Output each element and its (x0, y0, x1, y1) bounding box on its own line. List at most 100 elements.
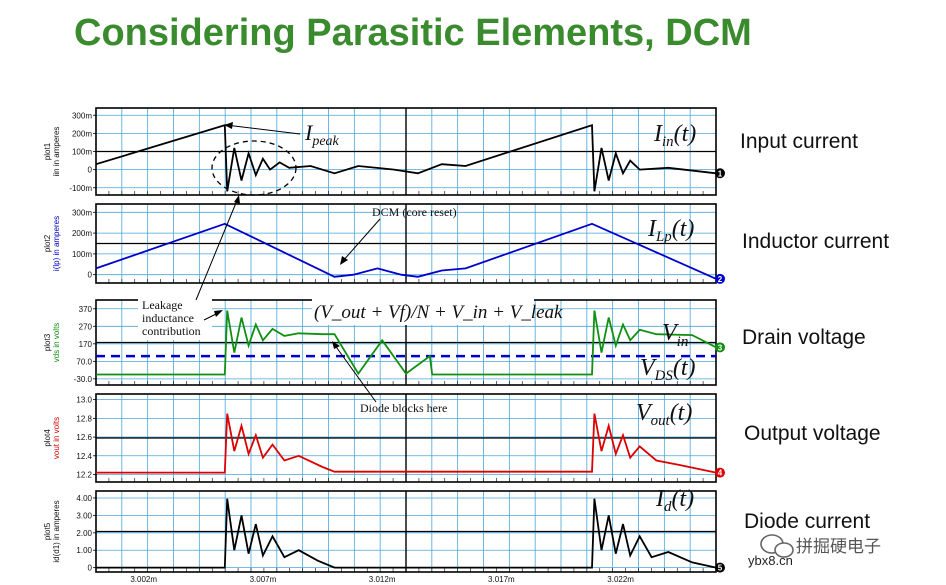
y-axis-label-line2: id(d1) in amperes (52, 500, 61, 562)
y-tick-label: 300m (72, 208, 92, 217)
y-tick-label: 2.00 (76, 529, 92, 538)
series-end-marker (715, 562, 725, 573)
y-tick-label: 370 (79, 305, 93, 314)
y-tick-label: 1.00 (76, 546, 92, 555)
diode-blocks-label: Diode blocks here (360, 401, 447, 415)
leakage-arrowhead-1 (234, 195, 240, 204)
y-axis-label-line1: plot1 (43, 142, 52, 160)
y-tick-label: 3.00 (76, 511, 92, 520)
plot-frame (95, 203, 717, 284)
leakage-label-line2: inductance (142, 311, 194, 325)
ipeak-arrowhead (224, 122, 233, 129)
y-tick-label: 0 (88, 166, 93, 175)
series-line-plot3 (96, 310, 717, 376)
dcm-arrow (341, 218, 381, 263)
y-tick-label: 270 (79, 322, 93, 331)
ipeak-arrow (225, 124, 301, 135)
series-line-plot4 (96, 413, 717, 474)
plot-frame (95, 393, 717, 483)
x-tick-label: 3.022m (607, 575, 634, 584)
plot-panel-2: 300m 200m 100m 0 plot2 i(lp) in amperes 2 Induc… (43, 203, 889, 284)
series-label-ilp: ILp(t) (647, 216, 694, 245)
y-tick-label: 300m (72, 111, 92, 120)
y-tick-label: 12.2 (76, 471, 92, 480)
side-label: Output voltage (744, 422, 881, 445)
vds-formula: (V_out + Vf)/N + V_in + V_leak (312, 297, 563, 325)
bubble-2 (774, 542, 794, 558)
page-title: Considering Parasitic Elements, DCM (74, 12, 752, 54)
x-tick-label: 3.012m (369, 575, 396, 584)
y-tick-label: 100m (72, 250, 92, 259)
series-label-iin: Iin(t) (653, 121, 696, 150)
y-tick-label: -30.0 (74, 375, 93, 384)
dcm-arrowhead (340, 256, 348, 265)
y-axis-label-line1: plot2 (43, 234, 52, 252)
diode-arrow (333, 343, 377, 403)
series-line-plot5 (96, 498, 717, 569)
y-tick-label: 100m (72, 148, 92, 157)
series-end-marker (715, 168, 725, 179)
series-label-vout: Vout(t) (636, 400, 692, 429)
plot-frame (95, 490, 717, 573)
ringing-ellipse (211, 140, 297, 196)
y-tick-label: 12.8 (76, 414, 92, 423)
side-label: Diode current (744, 510, 870, 533)
y-tick-label: 170 (79, 340, 93, 349)
watermark-url: ybx8.cn (748, 553, 793, 568)
y-tick-label: 12.6 (76, 433, 92, 442)
ipeak-label: Ipeak (304, 120, 340, 149)
series-marker-number: 5 (718, 564, 723, 573)
y-tick-label: -100m (69, 184, 92, 193)
y-tick-label: 12.4 (76, 452, 92, 461)
x-tick-label: 3.017m (488, 575, 515, 584)
watermark-text: 拼掘硬电子 (796, 537, 881, 557)
plot-panel-4: 13.0 12.8 12.6 12.4 12.2 plot4 vout in volts 4 O… (43, 393, 881, 483)
plot-panel-1: 300m 200m 100m 0 -100m plot1 iin in amperes 1 In… (43, 107, 858, 196)
vds-formula-text: (V_out + Vf)/N + V_in + V_leak (314, 302, 563, 323)
y-axis-label-line2: vout in volts (52, 417, 61, 459)
series-end-marker (715, 342, 725, 353)
leakage-label-bg (138, 298, 212, 340)
y-axis-label-line2: iin in amperes (52, 127, 61, 177)
series-end-marker (715, 467, 725, 478)
series-marker-number: 4 (718, 469, 723, 478)
y-axis-label-line2: i(lp) in amperes (52, 216, 61, 271)
y-tick-label: 0 (88, 271, 93, 280)
series-marker-number: 3 (718, 343, 723, 352)
series-label-id: Id(t) (655, 486, 694, 515)
vds-formula-bg (312, 297, 534, 325)
series-label-vds: VDS(t) (640, 355, 696, 384)
x-tick-label: 3.007m (250, 575, 277, 584)
y-tick-label: 70.0 (76, 357, 92, 366)
series-line-plot2 (95, 222, 717, 280)
series-end-marker (715, 273, 725, 284)
y-tick-label: 0 (88, 564, 93, 573)
leakage-arrow-1 (195, 197, 239, 301)
series-line-plot1 (95, 123, 717, 192)
watermark-logo-icon (760, 534, 794, 558)
y-tick-label: 200m (72, 129, 92, 138)
y-tick-label: 200m (72, 229, 92, 238)
dcm-label: DCM (core reset) (372, 205, 457, 219)
y-axis-label-line1: plot3 (43, 333, 52, 351)
plot-panel-5: 4.00 3.00 2.00 1.00 0 plot5 id(d1) in amperes 5… (43, 490, 870, 573)
side-label: Inductor current (742, 230, 889, 253)
vin-label: Vin (662, 320, 688, 350)
diode-arrowhead (332, 341, 340, 349)
leakage-label-line1: Leakage (142, 298, 183, 312)
y-axis-label-line1: plot5 (43, 522, 52, 540)
side-label: Drain voltage (742, 326, 866, 349)
series-marker-number: 1 (718, 169, 723, 178)
y-tick-label: 4.00 (76, 494, 92, 503)
y-axis-label-line2: vds in volts (52, 323, 61, 363)
x-tick-label: 3.002m (130, 575, 157, 584)
side-label: Input current (740, 130, 858, 153)
leakage-arrowhead-2 (214, 310, 223, 317)
plot-frame (95, 107, 717, 196)
y-tick-label: 13.0 (76, 396, 92, 405)
y-axis-label-line1: plot4 (43, 429, 52, 447)
series-marker-number: 2 (718, 275, 723, 284)
leakage-label-line3: contribution (142, 324, 201, 338)
